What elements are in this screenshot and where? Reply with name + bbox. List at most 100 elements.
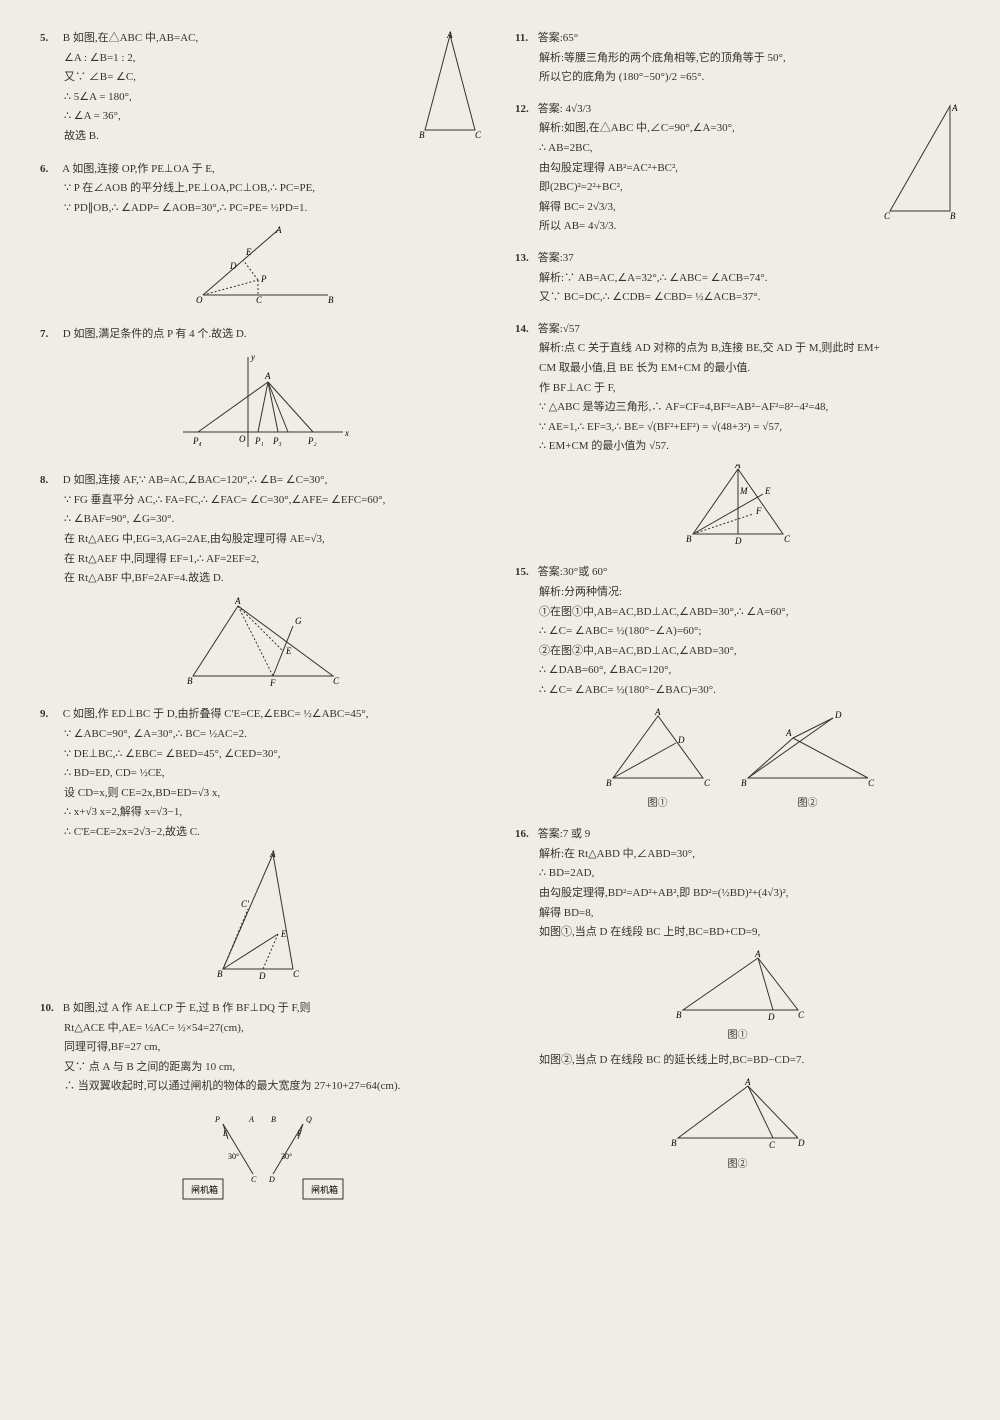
text: 如图,在△ABC 中,AB=AC,	[73, 32, 198, 44]
problem-number: 9.	[40, 706, 60, 724]
svg-text:P₄: P₄	[192, 436, 202, 446]
figure-p5: A B C	[415, 30, 485, 147]
svg-text:D: D	[677, 735, 685, 745]
figure-p12: A C B	[880, 101, 960, 228]
svg-text:B: B	[271, 1115, 276, 1124]
figure-p16b: A B C D 图②	[515, 1078, 960, 1173]
problem-answer: B	[63, 1002, 70, 1014]
svg-text:y: y	[250, 352, 255, 362]
svg-text:B: B	[328, 295, 334, 305]
figure-p15: A B C D 图① A B C D	[515, 708, 960, 813]
problem-number: 7.	[40, 326, 60, 344]
figure-p14: A B C D E M F	[515, 464, 960, 551]
svg-text:Q: Q	[306, 1115, 312, 1124]
right-column: 11. 答案:65° 解析:等腰三角形的两个底角相等,它的顶角等于 50°, 所…	[515, 30, 960, 1225]
problem-number: 5.	[40, 30, 60, 48]
text: 如图②,当点 D 在线段 BC 的延长线上时,BC=BD−CD=7.	[539, 1052, 960, 1070]
svg-text:B: B	[741, 778, 747, 788]
svg-text:P: P	[260, 274, 267, 284]
svg-text:C: C	[784, 534, 791, 544]
svg-text:C: C	[798, 1010, 805, 1020]
problem-11: 11. 答案:65° 解析:等腰三角形的两个底角相等,它的顶角等于 50°, 所…	[515, 30, 960, 87]
text: ∵ FG 垂直平分 AC,∴ FA=FC,∴ ∠FAC= ∠C=30°,∠AFE…	[64, 492, 485, 510]
svg-text:B: B	[217, 969, 223, 979]
svg-text:A: A	[234, 596, 241, 606]
svg-text:A: A	[754, 950, 761, 959]
svg-text:M: M	[739, 486, 748, 496]
svg-text:30°: 30°	[281, 1152, 292, 1161]
problem-number: 14.	[515, 321, 535, 339]
problem-13: 13. 答案:37 解析:∵ AB=AC,∠A=32°,∴ ∠ABC= ∠ACB…	[515, 250, 960, 307]
svg-text:C: C	[769, 1140, 776, 1148]
problem-number: 16.	[515, 826, 535, 844]
problem-12: A C B 12. 答案: 4√3/3 解析:如图,在△ABC 中,∠C=90°…	[515, 101, 960, 236]
problem-5: A B C 5. B 如图,在△ABC 中,AB=AC, ∠A : ∠B=1 :…	[40, 30, 485, 147]
text: ∴ ∠DAB=60°, ∠BAC=120°,	[539, 662, 960, 680]
svg-text:P₁: P₁	[254, 436, 264, 446]
svg-text:O: O	[239, 434, 246, 444]
svg-text:P: P	[214, 1115, 220, 1124]
figure-caption: 图①	[515, 1028, 960, 1044]
problem-answer: 答案:√57	[538, 323, 580, 335]
text: ①在图①中,AB=AC,BD⊥AC,∠ABD=30°,∴ ∠A=60°,	[539, 604, 960, 622]
text: ∴ 当双翼收起时,可以通过闸机的物体的最大宽度为 27+10+27=64(cm)…	[64, 1078, 485, 1096]
problem-number: 8.	[40, 472, 60, 490]
text: 如图,过 A 作 AE⊥CP 于 E,过 B 作 BF⊥DQ 于 F,则	[73, 1002, 311, 1014]
svg-text:D: D	[767, 1012, 775, 1020]
svg-text:A: A	[248, 1115, 254, 1124]
text: 在 Rt△ABF 中,BF=2AF=4.故选 D.	[64, 570, 485, 588]
text: 解析:分两种情况:	[539, 584, 960, 602]
text: 如图,作 ED⊥BC 于 D,由折叠得 C'E=CE,∠EBC= ½∠ABC=4…	[73, 708, 369, 720]
text: 又∵ 点 A 与 B 之间的距离为 10 cm,	[64, 1059, 485, 1077]
text: Rt△ACE 中,AE= ½AC= ½×54=27(cm),	[64, 1020, 485, 1038]
figure-p8: A B C F G E	[40, 596, 485, 693]
problem-16: 16. 答案:7 或 9 解析:在 Rt△ABD 中,∠ABD=30°, ∴ B…	[515, 826, 960, 1172]
svg-text:F: F	[296, 1129, 302, 1138]
text: 又∵ BC=DC,∴ ∠CDB= ∠CBD= ½∠ACB=37°.	[539, 289, 960, 307]
figure-p16a: A B C D 图①	[515, 950, 960, 1045]
svg-text:A: A	[734, 464, 741, 470]
svg-text:C': C'	[241, 899, 250, 909]
problem-answer: 答案: 4√3/3	[538, 103, 591, 115]
left-column: A B C 5. B 如图,在△ABC 中,AB=AC, ∠A : ∠B=1 :…	[40, 30, 485, 1225]
problem-7: 7. D 如图,满足条件的点 P 有 4 个.故选 D. x y O A P₄ …	[40, 326, 485, 458]
svg-text:A: A	[744, 1078, 751, 1087]
problem-number: 6.	[40, 161, 60, 179]
svg-text:O: O	[196, 295, 203, 305]
figure-caption: 图①	[598, 796, 718, 812]
text: ∴ ∠C= ∠ABC= ½(180°−∠A)=60°;	[539, 623, 960, 641]
text: 所以它的底角为 (180°−50°)/2 =65°.	[539, 69, 960, 87]
problem-number: 12.	[515, 101, 535, 119]
text: ∴ x+√3 x=2,解得 x=√3−1,	[64, 804, 485, 822]
text: ∴ BD=2AD,	[539, 865, 960, 883]
figure-p7: x y O A P₄ P₁ P₃ P₂	[40, 352, 485, 459]
problem-number: 10.	[40, 1000, 60, 1018]
svg-text:E: E	[222, 1129, 228, 1138]
svg-text:C: C	[256, 295, 263, 305]
gate-label-right: 闸机箱	[311, 1184, 338, 1195]
svg-text:30°: 30°	[228, 1152, 239, 1161]
text: ∵ PD∥OB,∴ ∠ADP= ∠AOB=30°,∴ PC=PE= ½PD=1.	[64, 200, 485, 218]
text: 同理可得,BF=27 cm,	[64, 1039, 485, 1057]
svg-text:A: A	[264, 371, 271, 381]
problem-9: 9. C 如图,作 ED⊥BC 于 D,由折叠得 C'E=CE,∠EBC= ½∠…	[40, 706, 485, 986]
text: 作 BF⊥AC 于 F,	[539, 380, 960, 398]
svg-text:A: A	[275, 225, 282, 235]
text: ∴ ∠BAF=90°, ∠G=30°.	[64, 511, 485, 529]
text: 如图,连接 OP,作 PE⊥OA 于 E,	[72, 163, 215, 175]
text: ∵ DE⊥BC,∴ ∠EBC= ∠BED=45°, ∠CED=30°,	[64, 746, 485, 764]
svg-text:E: E	[280, 929, 287, 939]
svg-text:C: C	[251, 1175, 257, 1184]
svg-text:A: A	[785, 728, 792, 738]
svg-text:C: C	[475, 130, 482, 140]
problem-answer: D	[63, 474, 71, 486]
text: CM 取最小值,且 BE 长为 EM+CM 的最小值.	[539, 360, 960, 378]
svg-text:D: D	[258, 971, 266, 979]
text: ∴ EM+CM 的最小值为 √57.	[539, 438, 960, 456]
text: 由勾股定理得,BD²=AD²+AB²,即 BD²=(½BD)²+(4√3)²,	[539, 885, 960, 903]
svg-text:C: C	[333, 676, 340, 686]
text: ∵ AE=1,∴ EF=3,∴ BE= √(BF²+EF²) = √(48+3²…	[539, 419, 960, 437]
svg-text:A: A	[446, 30, 453, 40]
text: 解析:等腰三角形的两个底角相等,它的顶角等于 50°,	[539, 50, 960, 68]
text: ∵ ∠ABC=90°, ∠A=30°,∴ BC= ½AC=2.	[64, 726, 485, 744]
